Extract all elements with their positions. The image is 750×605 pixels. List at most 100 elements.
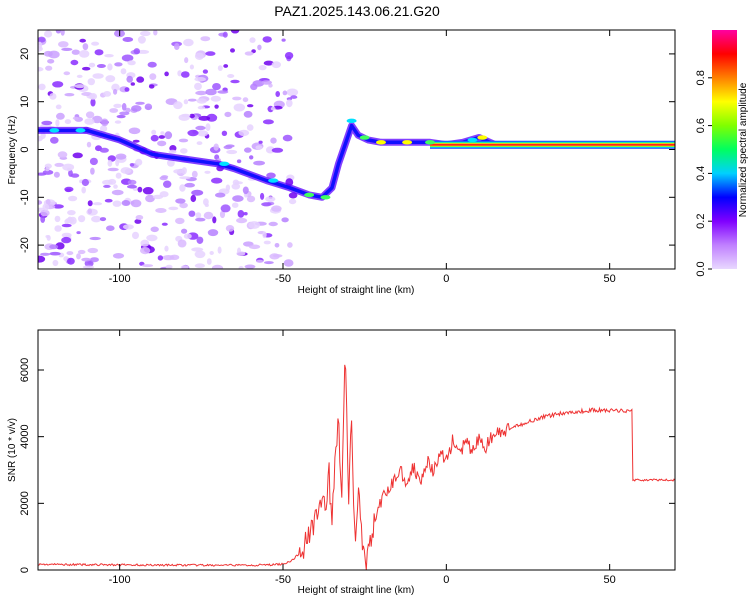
noise-blob xyxy=(72,116,79,120)
noise-blob xyxy=(195,90,208,96)
snr-frame xyxy=(37,329,676,571)
noise-blob xyxy=(90,98,96,107)
noise-blob xyxy=(38,255,46,263)
noise-blob xyxy=(121,54,134,62)
ridge-hotspot xyxy=(219,161,230,167)
noise-blob xyxy=(90,167,95,175)
snr-background xyxy=(38,330,675,570)
noise-blob xyxy=(122,224,134,230)
noise-blob xyxy=(233,103,245,112)
noise-blob xyxy=(257,44,262,51)
noise-blob xyxy=(181,71,190,78)
y-tick-label: 0 xyxy=(19,567,31,573)
noise-blob xyxy=(196,141,203,146)
noise-blob xyxy=(103,184,111,188)
noise-blob xyxy=(119,111,130,116)
noise-blob xyxy=(189,113,195,119)
noise-blob xyxy=(113,184,118,189)
noise-blob xyxy=(274,243,280,248)
noise-blob xyxy=(81,186,86,194)
noise-blob xyxy=(231,202,239,208)
noise-blob xyxy=(194,250,206,259)
noise-blob xyxy=(94,49,104,56)
noise-blob xyxy=(223,145,233,150)
noise-blob xyxy=(89,236,101,241)
noise-blob xyxy=(54,162,64,167)
y-tick-label: 6000 xyxy=(19,358,31,382)
noise-blob xyxy=(120,68,127,75)
noise-blob xyxy=(271,61,281,69)
noise-blob xyxy=(205,51,216,56)
noise-blob xyxy=(265,146,275,154)
noise-blob xyxy=(125,107,131,113)
noise-blob xyxy=(96,64,106,68)
noise-blob xyxy=(82,43,89,51)
noise-blob xyxy=(126,75,133,83)
noise-blob xyxy=(89,157,98,166)
noise-blob xyxy=(226,149,238,155)
colorbar-ticks: 0.0 0.2 0.4 0.6 0.8 xyxy=(695,70,712,277)
noise-blob xyxy=(253,160,265,166)
noise-blob xyxy=(230,48,235,53)
noise-blob xyxy=(87,78,96,86)
noise-blob xyxy=(107,167,119,172)
snr-x-label: Height of straight line (km) xyxy=(298,585,415,596)
noise-blob xyxy=(196,236,204,244)
noise-blob xyxy=(150,134,159,142)
spectrogram-x-ticks: -100 -50 0 50 xyxy=(109,30,616,285)
noise-blob xyxy=(164,131,173,140)
noise-blob xyxy=(174,43,180,50)
noise-blob xyxy=(76,74,83,78)
noise-blob xyxy=(244,264,256,269)
noise-blob xyxy=(61,47,73,52)
ridge-hotspot xyxy=(376,140,386,145)
noise-blob xyxy=(61,236,72,244)
noise-blob xyxy=(191,170,198,178)
snr-y-ticks: 0 2000 4000 6000 xyxy=(19,358,675,573)
noise-blob xyxy=(137,186,143,193)
noise-blob xyxy=(173,169,184,174)
noise-blob xyxy=(155,208,167,213)
noise-blob xyxy=(188,210,196,217)
x-tick-label: 50 xyxy=(604,574,616,586)
noise-blob xyxy=(238,129,250,137)
noise-blob xyxy=(163,180,172,188)
noise-blob xyxy=(101,118,109,127)
noise-blob xyxy=(38,41,43,49)
noise-blob xyxy=(146,234,158,242)
noise-blob xyxy=(194,52,204,60)
noise-blob xyxy=(262,119,274,125)
y-tick-label: 10 xyxy=(19,96,31,108)
noise-blob xyxy=(100,125,108,133)
noise-blob xyxy=(70,59,79,66)
noise-blob xyxy=(272,254,283,258)
noise-blob xyxy=(82,265,95,269)
noise-blob xyxy=(151,129,157,135)
noise-blob xyxy=(67,167,72,172)
noise-blob xyxy=(213,143,219,151)
noise-blob xyxy=(49,244,59,250)
noise-blob xyxy=(157,255,164,261)
noise-blob xyxy=(141,264,154,268)
ridge-hotspot xyxy=(268,178,279,183)
noise-blob xyxy=(81,178,89,187)
noise-blob xyxy=(145,194,155,203)
noise-blob xyxy=(99,217,107,222)
noise-blob xyxy=(243,110,253,118)
noise-blob xyxy=(45,199,51,205)
colorbar-gradient xyxy=(712,30,737,269)
noise-blob xyxy=(270,106,276,111)
snr-x-ticks: -100 -50 0 50 xyxy=(109,330,616,586)
noise-blob xyxy=(255,259,264,263)
noise-blob xyxy=(114,120,122,124)
noise-blob xyxy=(40,215,46,223)
noise-blob xyxy=(113,88,118,95)
noise-blob xyxy=(210,95,221,102)
noise-blob xyxy=(49,251,61,256)
noise-blob xyxy=(271,147,284,153)
noise-blob xyxy=(58,41,69,48)
ridge-hotspot xyxy=(402,140,413,145)
noise-blob xyxy=(200,36,211,42)
noise-blob xyxy=(287,242,293,248)
y-tick-label: 20 xyxy=(19,48,31,60)
